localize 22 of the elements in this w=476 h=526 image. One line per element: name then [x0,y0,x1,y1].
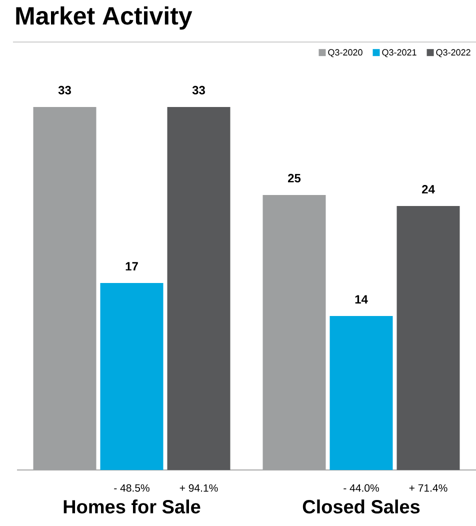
text: + 71.4% [409,484,448,492]
data-label: 24 [422,185,435,194]
x-tick-label: Closed Sales [302,500,420,514]
bar [262,194,326,470]
x-tick-label: Homes for Sale [64,500,200,514]
data-label: 33 [58,86,71,94]
bar [167,106,230,470]
text: - 44.0% [344,484,379,492]
bar [33,106,96,470]
bar [100,282,164,470]
data-label: 25 [288,174,301,182]
legend-label: Q3-2022 [436,49,470,58]
bar [330,316,393,470]
chart-title: Market Activity [16,6,192,30]
legend-label: Q3-2021 [382,49,416,58]
data-label: 33 [192,86,205,94]
legend-label: Q3-2020 [328,49,362,58]
bar [396,206,460,470]
text: - 48.5% [114,484,150,492]
data-label: 17 [126,262,138,270]
text: + 94.1% [180,484,218,492]
data-label: 14 [355,295,368,304]
